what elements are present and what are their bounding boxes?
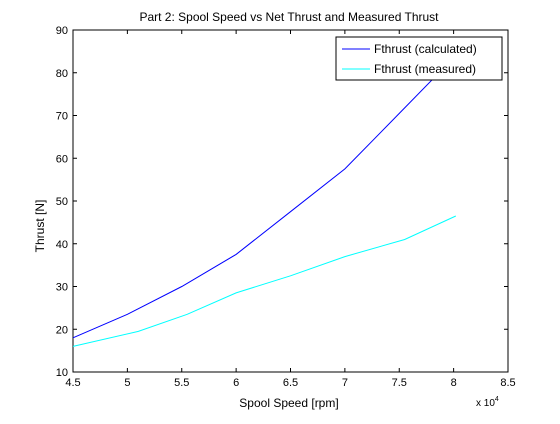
y-tick-label: 10 bbox=[56, 367, 68, 379]
y-tick-label: 30 bbox=[56, 282, 68, 294]
y-tick-label: 50 bbox=[56, 196, 68, 208]
series-line-1 bbox=[72, 57, 454, 339]
x-tick-label: 8 bbox=[451, 377, 457, 389]
y-axis-title: Thrust [N] bbox=[33, 200, 47, 253]
y-tick-label: 60 bbox=[56, 153, 68, 165]
x-tick-label: 6.5 bbox=[283, 377, 298, 389]
x-tick-label: 4.5 bbox=[65, 377, 80, 389]
series-line-2 bbox=[72, 215, 457, 347]
x-tick-label: 8.5 bbox=[500, 377, 515, 389]
legend: Fthrust (calculated) Fthrust (measured) bbox=[335, 36, 503, 81]
x-axis-multiplier-base: x 10 bbox=[476, 398, 495, 409]
y-tick-label: 40 bbox=[56, 239, 68, 251]
x-tick-label: 5.5 bbox=[174, 377, 189, 389]
x-axis-multiplier: x 104 bbox=[476, 396, 499, 409]
x-axis: 4.5 5 5.5 6 6.5 7 7.5 8 8.5 bbox=[65, 30, 516, 389]
y-tick-label: 80 bbox=[56, 68, 68, 80]
x-axis-title: Spool Speed [rpm] bbox=[239, 396, 338, 410]
series-layer bbox=[72, 57, 457, 347]
legend-label: Fthrust (measured) bbox=[374, 62, 476, 76]
x-tick-label: 5 bbox=[124, 377, 130, 389]
plot-area bbox=[72, 29, 509, 373]
chart-title: Part 2: Spool Speed vs Net Thrust and Me… bbox=[139, 10, 439, 24]
x-tick-label: 7 bbox=[342, 377, 348, 389]
y-axis: 10 20 30 40 50 60 70 80 90 bbox=[56, 25, 508, 379]
x-tick-label: 7.5 bbox=[392, 377, 407, 389]
x-axis-multiplier-exponent: 4 bbox=[495, 396, 499, 403]
y-tick-label: 70 bbox=[56, 111, 68, 123]
x-tick-label: 6 bbox=[233, 377, 239, 389]
legend-label: Fthrust (calculated) bbox=[374, 42, 477, 56]
y-tick-label: 20 bbox=[56, 324, 68, 336]
y-tick-label: 90 bbox=[56, 25, 68, 37]
legend-box bbox=[335, 36, 503, 81]
